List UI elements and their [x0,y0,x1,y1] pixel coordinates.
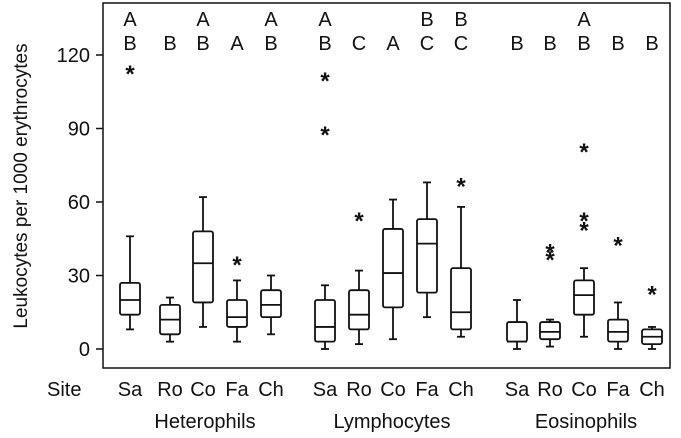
box-iqr [226,299,248,328]
site-tick-label: Ro [537,379,563,401]
outlier-star: * [232,252,242,279]
significance-letter: A [196,9,210,31]
site-tick-label: Ch [258,379,284,401]
site-tick-label: Sa [118,379,143,401]
outlier-star: * [579,218,589,245]
site-tick-label: Ro [157,379,183,401]
site-tick-label: Fa [415,379,439,401]
group-label: Heterophils [154,411,255,433]
box-iqr [192,230,214,304]
box-iqr [539,321,561,341]
site-tick-label: Ch [639,379,665,401]
group-label: Lymphocytes [333,411,450,433]
significance-letter: A [230,33,244,55]
significance-letter: B [264,33,277,55]
plot-frame [102,2,671,369]
box-iqr [260,289,282,319]
box-groups: *ABSaBRoABCo*AFaABChHeterophils**ABSa*CR… [118,9,665,433]
outlier-star: * [613,232,623,259]
site-label: Site [47,379,81,401]
site-tick-label: Sa [313,379,338,401]
significance-letter: B [543,33,556,55]
significance-letter: B [123,33,136,55]
y-tick-label: 120 [57,45,90,67]
significance-letter: C [420,33,434,55]
outlier-star: * [456,174,466,201]
box-iqr [416,218,438,294]
significance-letter: A [123,9,137,31]
significance-letter: A [264,9,278,31]
box-iqr [506,321,528,343]
significance-letter: B [645,33,658,55]
y-tick-label: 30 [68,266,90,288]
significance-letter: A [577,9,591,31]
group-label: Eosinophils [535,411,637,433]
significance-letter: C [454,33,468,55]
site-tick-label: Co [571,379,597,401]
site-tick-label: Sa [505,379,530,401]
outlier-star: * [354,208,364,235]
significance-letter: B [611,33,624,55]
significance-letter: A [318,9,332,31]
y-tick-label: 0 [79,339,90,361]
box-iqr [573,279,595,316]
site-tick-label: Co [190,379,216,401]
box-iqr [314,299,336,343]
box-iqr [348,289,370,331]
significance-letter: B [318,33,331,55]
y-axis-label: Leukocytes per 1000 erythrocytes [11,43,32,328]
outlier-star: * [125,61,135,88]
outlier-star: * [545,247,555,274]
outlier-star: * [579,208,589,235]
site-tick-label: Ro [346,379,372,401]
outlier-star: * [320,122,330,149]
box-iqr [382,228,404,309]
significance-letter: B [454,9,467,31]
site-tick-label: Fa [225,379,249,401]
outlier-star: * [545,240,555,267]
site-tick-label: Ch [448,379,474,401]
y-axis-ticks: 0 30 60 90 120 [57,45,103,361]
site-tick-label: Co [380,379,406,401]
outlier-star: * [579,139,589,166]
box-iqr [607,318,629,343]
box-iqr [450,267,472,331]
significance-letter: B [577,33,590,55]
outlier-star: * [320,68,330,95]
site-tick-label: Fa [606,379,630,401]
y-tick-label: 60 [68,192,90,214]
significance-letter: C [352,33,366,55]
significance-letter: B [510,33,523,55]
y-tick-label: 90 [68,119,90,141]
significance-letter: B [163,33,176,55]
significance-letter: B [420,9,433,31]
box-iqr [119,281,141,316]
outlier-star: * [647,281,657,308]
significance-letter: B [196,33,209,55]
significance-letter: A [386,33,400,55]
